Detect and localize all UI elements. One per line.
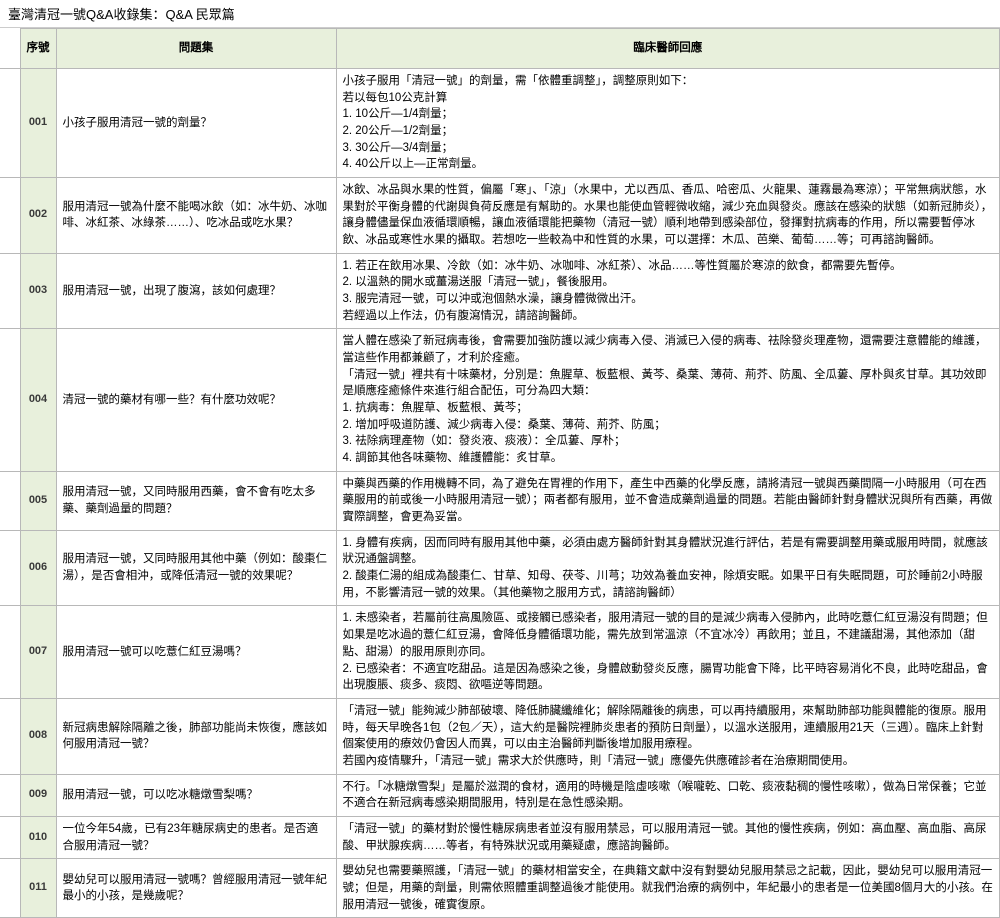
cell-answer: 冰飲、冰品與水果的性質，偏屬「寒」、「涼」（水果中，尤以西瓜、香瓜、哈密瓜、火龍… xyxy=(336,178,1000,254)
row-gutter xyxy=(0,69,20,178)
row-gutter xyxy=(0,698,20,774)
cell-answer: 1. 若正在飲用冰果、冷飲（如：冰牛奶、冰咖啡、冰紅茶）、冰品……等性質屬於寒涼… xyxy=(336,253,1000,329)
cell-answer: 1. 未感染者，若屬前往高風險區、或接觸已感染者，服用清冠一號的目的是減少病毒入… xyxy=(336,606,1000,698)
cell-question: 清冠一號的藥材有哪一些？有什麼功效呢？ xyxy=(56,329,336,471)
cell-question: 服用清冠一號，又同時服用西藥，會不會有吃太多藥、藥劑過量的問題？ xyxy=(56,471,336,530)
table-row: 006服用清冠一號，又同時服用其他中藥（例如：酸棗仁湯），是否會相沖，或降低清冠… xyxy=(0,530,1000,606)
row-gutter xyxy=(0,471,20,530)
table-row: 007服用清冠一號可以吃薏仁紅豆湯嗎？1. 未感染者，若屬前往高風險區、或接觸已… xyxy=(0,606,1000,698)
cell-question: 新冠病患解除隔離之後，肺部功能尚未恢復，應該如何服用清冠一號？ xyxy=(56,698,336,774)
cell-seq: 007 xyxy=(20,606,56,698)
cell-answer: 小孩子服用「清冠一號」的劑量，需「依體重調整」，調整原則如下： 若以每包10公克… xyxy=(336,69,1000,178)
row-gutter xyxy=(0,530,20,606)
cell-seq: 004 xyxy=(20,329,56,471)
page-title: 臺灣清冠一號Q&A收錄集：Q&A 民眾篇 xyxy=(0,0,1000,28)
cell-answer: 嬰幼兒也需要藥照護，「清冠一號」的藥材相當安全，在典籍文獻中沒有對嬰幼兒服用禁忌… xyxy=(336,859,1000,918)
cell-seq: 001 xyxy=(20,69,56,178)
qa-table: 序號 問題集 臨床醫師回應 001小孩子服用清冠一號的劑量？小孩子服用「清冠一號… xyxy=(0,28,1000,918)
cell-question: 服用清冠一號，可以吃冰糖燉雪梨嗎？ xyxy=(56,774,336,816)
cell-answer: 「清冠一號」能夠減少肺部破壞、降低肺臟纖維化；解除隔離後的病患，可以再持續服用，… xyxy=(336,698,1000,774)
cell-question: 服用清冠一號為什麼不能喝冰飲（如：冰牛奶、冰咖啡、冰紅茶、冰綠茶……）、吃冰品或… xyxy=(56,178,336,254)
cell-answer: 中藥與西藥的作用機轉不同，為了避免在胃裡的作用下，產生中西藥的化學反應，請將清冠… xyxy=(336,471,1000,530)
header-gutter xyxy=(0,29,20,69)
cell-seq: 008 xyxy=(20,698,56,774)
row-gutter xyxy=(0,329,20,471)
row-gutter xyxy=(0,606,20,698)
table-row: 003服用清冠一號，出現了腹瀉，該如何處理？1. 若正在飲用冰果、冷飲（如：冰牛… xyxy=(0,253,1000,329)
cell-question: 一位今年54歲，已有23年糖尿病史的患者。是否適合服用清冠一號？ xyxy=(56,816,336,858)
cell-question: 服用清冠一號，出現了腹瀉，該如何處理？ xyxy=(56,253,336,329)
cell-question: 服用清冠一號可以吃薏仁紅豆湯嗎？ xyxy=(56,606,336,698)
cell-answer: 不行。「冰糖燉雪梨」是屬於滋潤的食材，適用的時機是陰虛咳嗽（喉嚨乾、口乾、痰液黏… xyxy=(336,774,1000,816)
table-row: 001小孩子服用清冠一號的劑量？小孩子服用「清冠一號」的劑量，需「依體重調整」，… xyxy=(0,69,1000,178)
row-gutter xyxy=(0,253,20,329)
cell-question: 小孩子服用清冠一號的劑量？ xyxy=(56,69,336,178)
cell-question: 嬰幼兒可以服用清冠一號嗎？曾經服用清冠一號年紀最小的小孩，是幾歲呢？ xyxy=(56,859,336,918)
row-gutter xyxy=(0,816,20,858)
header-row: 序號 問題集 臨床醫師回應 xyxy=(0,29,1000,69)
row-gutter xyxy=(0,774,20,816)
table-row: 009服用清冠一號，可以吃冰糖燉雪梨嗎？不行。「冰糖燉雪梨」是屬於滋潤的食材，適… xyxy=(0,774,1000,816)
col-header-question: 問題集 xyxy=(56,29,336,69)
cell-seq: 002 xyxy=(20,178,56,254)
col-header-answer: 臨床醫師回應 xyxy=(336,29,1000,69)
table-row: 010一位今年54歲，已有23年糖尿病史的患者。是否適合服用清冠一號？「清冠一號… xyxy=(0,816,1000,858)
row-gutter xyxy=(0,178,20,254)
row-gutter xyxy=(0,859,20,918)
cell-seq: 009 xyxy=(20,774,56,816)
cell-seq: 006 xyxy=(20,530,56,606)
cell-seq: 003 xyxy=(20,253,56,329)
table-row: 008新冠病患解除隔離之後，肺部功能尚未恢復，應該如何服用清冠一號？「清冠一號」… xyxy=(0,698,1000,774)
cell-answer: 「清冠一號」的藥材對於慢性糖尿病患者並沒有服用禁忌，可以服用清冠一號。其他的慢性… xyxy=(336,816,1000,858)
table-row: 002服用清冠一號為什麼不能喝冰飲（如：冰牛奶、冰咖啡、冰紅茶、冰綠茶……）、吃… xyxy=(0,178,1000,254)
table-row: 005服用清冠一號，又同時服用西藥，會不會有吃太多藥、藥劑過量的問題？中藥與西藥… xyxy=(0,471,1000,530)
table-row: 004清冠一號的藥材有哪一些？有什麼功效呢？當人體在感染了新冠病毒後，會需要加強… xyxy=(0,329,1000,471)
table-row: 011嬰幼兒可以服用清冠一號嗎？曾經服用清冠一號年紀最小的小孩，是幾歲呢？嬰幼兒… xyxy=(0,859,1000,918)
cell-seq: 005 xyxy=(20,471,56,530)
cell-seq: 010 xyxy=(20,816,56,858)
cell-answer: 當人體在感染了新冠病毒後，會需要加強防護以減少病毒入侵、消滅已入侵的病毒、祛除發… xyxy=(336,329,1000,471)
col-header-seq: 序號 xyxy=(20,29,56,69)
cell-seq: 011 xyxy=(20,859,56,918)
cell-question: 服用清冠一號，又同時服用其他中藥（例如：酸棗仁湯），是否會相沖，或降低清冠一號的… xyxy=(56,530,336,606)
cell-answer: 1. 身體有疾病，因而同時有服用其他中藥，必須由處方醫師針對其身體狀況進行評估，… xyxy=(336,530,1000,606)
